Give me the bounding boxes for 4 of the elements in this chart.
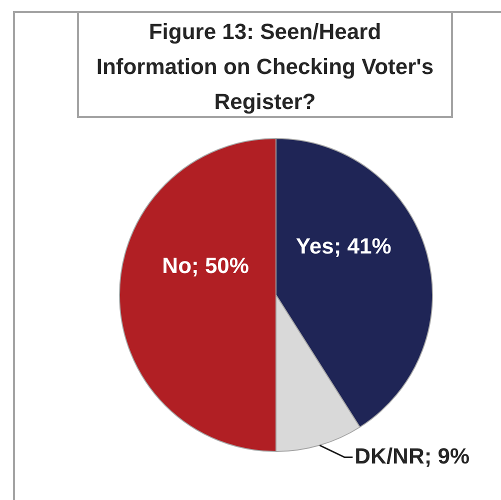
slice-label: DK/NR; 9% [354, 443, 470, 468]
slice-label: Yes; 41% [296, 233, 392, 258]
slice-label: No; 50% [162, 253, 249, 278]
chart-title: Figure 13: Seen/Heard Information on Checking Voter's Register? [95, 18, 435, 116]
